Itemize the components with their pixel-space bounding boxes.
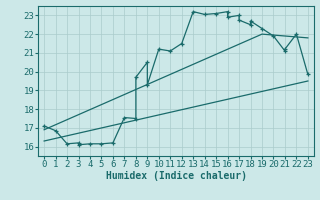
X-axis label: Humidex (Indice chaleur): Humidex (Indice chaleur)	[106, 171, 246, 181]
